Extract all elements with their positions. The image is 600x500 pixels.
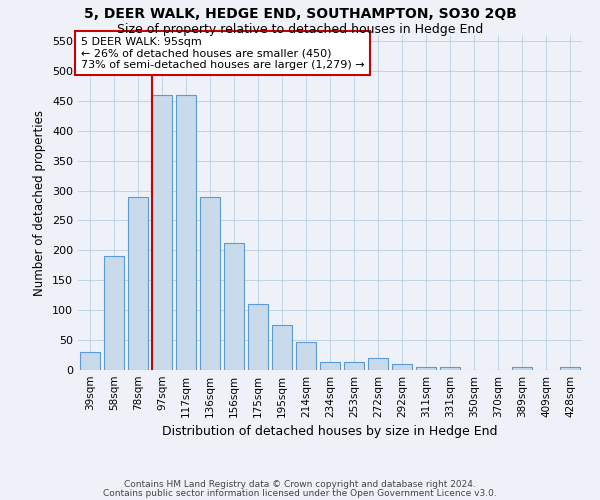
X-axis label: Distribution of detached houses by size in Hedge End: Distribution of detached houses by size …: [162, 426, 498, 438]
Bar: [80, 352, 100, 370]
Bar: [320, 362, 340, 370]
Text: Size of property relative to detached houses in Hedge End: Size of property relative to detached ho…: [117, 22, 483, 36]
Bar: [296, 342, 316, 370]
Text: Contains HM Land Registry data © Crown copyright and database right 2024.: Contains HM Land Registry data © Crown c…: [124, 480, 476, 489]
Text: Contains public sector information licensed under the Open Government Licence v3: Contains public sector information licen…: [103, 488, 497, 498]
Y-axis label: Number of detached properties: Number of detached properties: [34, 110, 46, 296]
Bar: [176, 95, 196, 370]
Bar: [416, 367, 436, 370]
Bar: [272, 325, 292, 370]
Bar: [200, 196, 220, 370]
Bar: [152, 95, 172, 370]
Bar: [392, 364, 412, 370]
Text: 5, DEER WALK, HEDGE END, SOUTHAMPTON, SO30 2QB: 5, DEER WALK, HEDGE END, SOUTHAMPTON, SO…: [83, 8, 517, 22]
Text: 5 DEER WALK: 95sqm
← 26% of detached houses are smaller (450)
73% of semi-detach: 5 DEER WALK: 95sqm ← 26% of detached hou…: [80, 36, 364, 70]
Bar: [512, 367, 532, 370]
Bar: [224, 242, 244, 370]
Bar: [344, 362, 364, 370]
Bar: [128, 196, 148, 370]
Bar: [440, 367, 460, 370]
Bar: [248, 304, 268, 370]
Bar: [104, 256, 124, 370]
Bar: [560, 367, 580, 370]
Bar: [368, 358, 388, 370]
